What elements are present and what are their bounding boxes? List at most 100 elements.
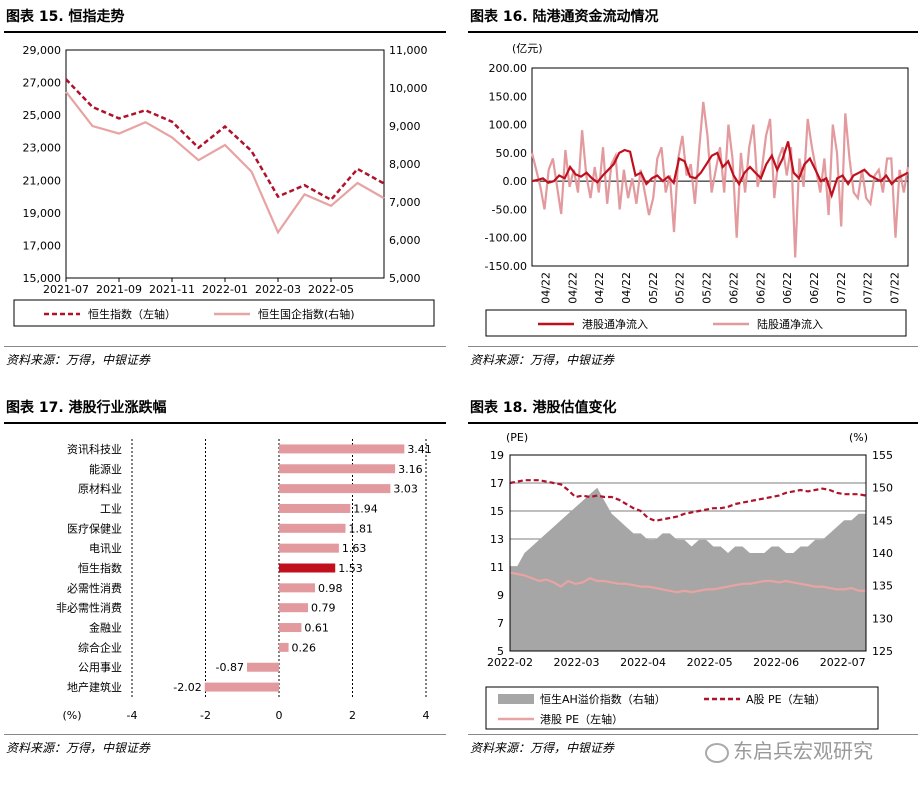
x-tick-label: 2022-01	[202, 283, 248, 296]
y-right-tick-label: 140	[872, 547, 893, 560]
y-right-tick-label: 145	[872, 514, 893, 527]
y-tick-label: -50.00	[492, 203, 527, 216]
panel15-title-rule	[4, 31, 446, 33]
legend-swatch-0	[498, 694, 534, 704]
category-label: 非必需性消费	[56, 601, 122, 615]
series-area-0	[510, 487, 866, 651]
panel15-source-rule	[4, 346, 446, 347]
y-left-tick-label: 7	[497, 617, 504, 630]
x-tick-label: 2	[349, 709, 356, 722]
value-label: -2.02	[173, 681, 201, 694]
category-label: 地产建筑业	[67, 680, 122, 694]
category-label: 恒生指数	[78, 561, 122, 575]
panel15-title: 图表 15. 恒指走势	[6, 9, 125, 25]
x-tick-label: 04/22	[539, 272, 552, 304]
x-tick-label: 04/22	[566, 272, 579, 304]
bar	[279, 583, 316, 593]
y-left-tick-label: 25,000	[23, 109, 62, 122]
panel17-chart: -4 -2 0 2 4 (%) 资讯科技业 3.41 能源业 3.16 原材料业 3.03 工业 1.94…	[56, 439, 432, 722]
x-tick-label: 07/22	[862, 272, 875, 304]
x-tick-label: 4	[423, 709, 430, 722]
y-left-tick-label: 29,000	[23, 44, 62, 57]
panel17-title: 图表 17. 港股行业涨跌幅	[6, 400, 167, 416]
panel16-title: 图表 16. 陆港通资金流动情况	[470, 9, 659, 25]
legend-label-0: 恒生AH溢价指数（右轴）	[540, 692, 666, 706]
panel16-source-rule	[468, 346, 918, 347]
y-tick-label: -100.00	[485, 232, 527, 245]
x-tick-label: 2022-05	[308, 283, 354, 296]
panel18-chart: (PE) (%) 5 7 9 11 13 15 17 19 125 130 135 140 145 150 15…	[485, 431, 893, 730]
value-label: 0.61	[304, 622, 329, 635]
x-tick-label: 04/22	[593, 272, 606, 304]
series-line-2	[509, 571, 866, 594]
watermark: 东启兵宏观研究	[705, 735, 873, 764]
legend-box	[13, 299, 435, 327]
panel18-title-rule	[468, 422, 918, 424]
unit-label: (亿元)	[512, 42, 543, 55]
category-label: 资讯科技业	[67, 442, 122, 456]
wechat-icon	[705, 742, 729, 763]
bar	[279, 444, 405, 454]
x-tick-label: -4	[127, 709, 138, 722]
panel15-chart: 15,000 17,000 19,000 21,000 23,000 25,000 27,0…	[13, 44, 435, 327]
y-right-tick-label: 5,000	[389, 272, 421, 285]
x-tick-label: -2	[200, 709, 211, 722]
y-tick-label: 150.00	[489, 90, 528, 103]
y-right-tick-label: 125	[872, 645, 893, 658]
y-left-tick-label: 11	[490, 561, 504, 574]
x-tick-label: 06/22	[754, 272, 767, 304]
y-left-tick-label: 21,000	[23, 174, 62, 187]
legend-box	[485, 686, 879, 730]
value-label: 1.81	[349, 522, 374, 535]
value-label: 1.94	[353, 502, 378, 515]
category-label: 必需性消费	[67, 581, 122, 595]
watermark-text: 东启兵宏观研究	[733, 739, 873, 763]
value-label: 3.16	[398, 463, 423, 476]
y-left-tick-label: 17,000	[23, 239, 62, 252]
bar	[279, 464, 396, 474]
y-right-tick-label: 130	[872, 612, 893, 625]
panel18-source: 资料来源：万得，中银证券	[470, 741, 615, 755]
y-left-tick-label: 23,000	[23, 142, 62, 155]
value-label: 3.03	[393, 483, 418, 496]
y-right-tick-label: 155	[872, 449, 893, 462]
x-tick-label: 07/22	[889, 272, 902, 304]
x-tick-label: 2021-09	[96, 283, 142, 296]
category-label: 电讯业	[89, 542, 122, 555]
y-left-tick-label: 19	[490, 449, 504, 462]
x-tick-label: 2022-03	[554, 656, 600, 669]
bar	[279, 503, 351, 513]
value-label: -0.87	[216, 661, 244, 674]
plot-frame	[65, 49, 385, 279]
bar	[279, 484, 391, 494]
y-right-tick-label: 150	[872, 482, 893, 495]
x-tick-label: 2022-03	[255, 283, 301, 296]
bar	[279, 543, 339, 553]
legend-label-0: 恒生指数（左轴）	[88, 307, 176, 321]
right-unit-label: (%)	[849, 431, 868, 444]
panel17-title-rule	[4, 422, 446, 424]
bar	[279, 642, 289, 652]
y-left-tick-label: 15	[490, 505, 504, 518]
category-label: 医疗保健业	[67, 521, 122, 535]
plot-frame	[509, 454, 867, 652]
panel17-source-rule	[4, 734, 446, 735]
y-tick-label: 100.00	[489, 119, 528, 132]
category-label: 原材料业	[78, 482, 122, 496]
unit-label: (%)	[62, 709, 81, 722]
x-tick-label: 2022-06	[753, 656, 799, 669]
x-tick-label: 05/22	[701, 272, 714, 304]
legend-label-2: 港股 PE（左轴）	[540, 712, 623, 726]
category-label: 公用事业	[78, 661, 122, 674]
legend-label-1: 恒生国企指数(右轴)	[258, 307, 355, 321]
bar	[279, 523, 346, 533]
value-label: 0.26	[292, 641, 317, 654]
x-tick-label: 07/22	[835, 272, 848, 304]
panel18-title: 图表 18. 港股估值变化	[470, 400, 617, 416]
category-label: 金融业	[89, 621, 122, 635]
legend-box	[485, 309, 907, 337]
value-label: 1.53	[338, 562, 363, 575]
x-tick-label: 2022-05	[687, 656, 733, 669]
category-label: 综合企业	[78, 640, 122, 654]
panel16-chart: (亿元) -150.00 -100.00 -50.00 0.00 50.00 100.00 1…	[485, 42, 910, 337]
